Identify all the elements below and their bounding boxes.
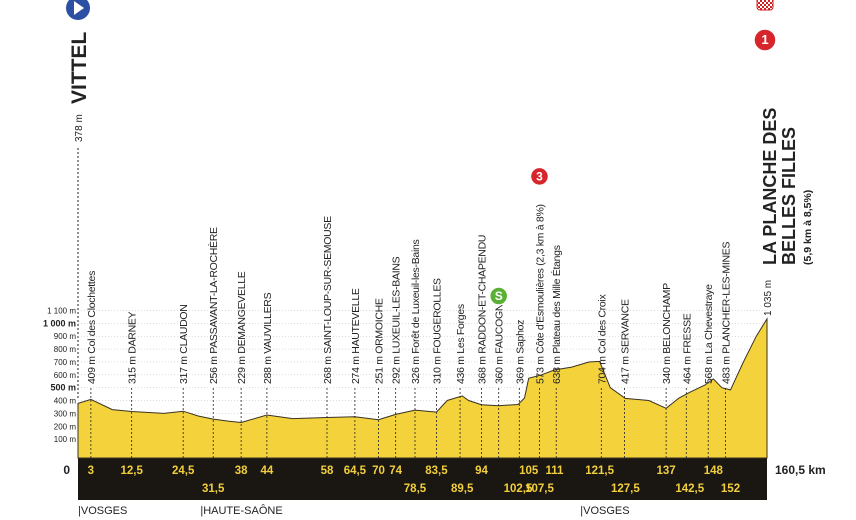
x-tick-label: 94 <box>475 465 488 477</box>
waypoint-label: 704 m Col des Croix <box>596 294 608 384</box>
x-tick-label: 137 <box>657 465 676 477</box>
y-tick-label: 500 m <box>50 383 76 393</box>
waypoint-label: 340 m BELONCHAMP <box>661 283 673 384</box>
region-label: |VOSGES <box>580 505 629 517</box>
region-label: |HAUTE-SAÔNE <box>200 504 282 517</box>
x-tick-label: 3 <box>88 465 94 477</box>
finish-badge-text: 1 <box>761 32 768 47</box>
x-tick-label: 0 <box>63 463 70 477</box>
waypoint-label: 315 m DARNEY <box>127 311 139 384</box>
x-tick-label: 12,5 <box>120 465 143 477</box>
waypoint-label: 368 m RADDON-ET-CHAPENDU <box>477 235 489 384</box>
finish-badge <box>753 28 777 52</box>
finish-name: BELLES FILLES <box>779 127 799 265</box>
x-tick-label: 83,5 <box>425 465 448 477</box>
y-tick-label: 800 m <box>54 345 77 354</box>
start-altitude: 378 m <box>74 114 85 142</box>
waypoint-label: 483 m PLANCHER-LES-MINES <box>720 242 732 384</box>
x-tick-label: 160,5 km <box>775 463 826 477</box>
finish-climb: (5,9 km à 8,5%) <box>802 190 814 265</box>
waypoint-label: 360 m FAUCOGNEY <box>494 290 506 384</box>
x-tick-label: 44 <box>260 465 273 477</box>
x-tick-label: 105 <box>519 465 539 477</box>
waypoint-label: 464 m FRESSE <box>681 313 693 384</box>
waypoint-label: 317 m CLAUDON <box>178 304 190 384</box>
x-tick-label: 24,5 <box>172 465 195 477</box>
finish-flag <box>756 0 774 11</box>
waypoint-label: 568 m La Chevestraye <box>703 284 715 384</box>
y-tick-label: 600 m <box>54 371 77 380</box>
x-tick-label: 74 <box>389 465 402 477</box>
waypoint-badge <box>488 286 509 306</box>
x-tick-label: 148 <box>704 465 724 477</box>
waypoint-label: 292 m LUXEUIL-LES-BAINS <box>391 256 403 384</box>
waypoint-label: 638 m Plateau des Mille Étangs <box>550 245 563 384</box>
x-tick-label: 121,5 <box>585 465 614 477</box>
waypoint-label: 326 m Forêt de Luxeuil-les-Bains <box>410 239 422 384</box>
y-tick-label: 100 m <box>54 435 77 444</box>
x-tick-label: 89,5 <box>451 483 474 495</box>
finish-name: LA PLANCHE DES <box>760 108 780 265</box>
x-tick-label: 70 <box>372 465 385 477</box>
y-tick-label: 200 m <box>54 422 77 431</box>
x-tick-label: 58 <box>321 465 334 477</box>
waypoint-label: 417 m SERVANCE <box>619 299 631 384</box>
y-tick-label: 1 100 m <box>47 307 76 316</box>
waypoint-label: 229 m DEMANGEVELLE <box>236 271 248 384</box>
waypoint-label: 369 m Saphoz <box>514 320 526 384</box>
y-tick-label: 1 000 m <box>43 318 76 328</box>
waypoint-label: 288 m VAUVILLERS <box>262 292 274 384</box>
waypoint-badge-text: S <box>495 289 503 303</box>
start-arrow <box>74 1 84 15</box>
x-tick-label: 102,5 <box>504 483 533 495</box>
waypoint-label: 573 m Côte d'Esmoulières (2,3 km à 8%) <box>534 204 546 384</box>
x-tick-label: 127,5 <box>611 483 640 495</box>
waypoint-badge <box>529 166 550 187</box>
x-tick-label: 152 <box>721 483 740 495</box>
region-label: |VOSGES <box>78 505 127 517</box>
waypoint-label: 268 m SAINT-LOUP-SUR-SEMOUSE <box>322 216 334 384</box>
waypoint-label: 409 m Col des Clochettes <box>86 271 98 384</box>
x-tick-label: 31,5 <box>202 483 225 495</box>
y-tick-label: 400 m <box>54 397 77 406</box>
waypoint-label: 256 m PASSAVANT-LA-ROCHÈRE <box>207 227 220 384</box>
waypoint-label: 251 m ORMOICHE <box>373 298 385 384</box>
x-tick-label: 142,5 <box>675 483 704 495</box>
x-tick-label: 107,5 <box>525 483 554 495</box>
waypoint-label: 310 m FOUGEROLLES <box>431 278 443 384</box>
y-tick-label: 300 m <box>54 409 77 418</box>
x-tick-label: 78,5 <box>404 483 427 495</box>
waypoint-label: 274 m HAUTEVELLE <box>350 288 362 384</box>
y-tick-label: 900 m <box>54 332 77 341</box>
waypoint-label: 436 m Les Forges <box>455 304 467 384</box>
x-tick-label: 64,5 <box>344 465 367 477</box>
km-strip <box>78 458 767 500</box>
waypoint-badge-text: 3 <box>536 169 543 183</box>
x-tick-label: 38 <box>235 465 248 477</box>
start-name: VITTEL <box>68 31 91 104</box>
finish-altitude: 1 035 m <box>763 280 774 316</box>
y-tick-label: 700 m <box>54 358 77 367</box>
x-tick-label: 111 <box>546 465 565 477</box>
